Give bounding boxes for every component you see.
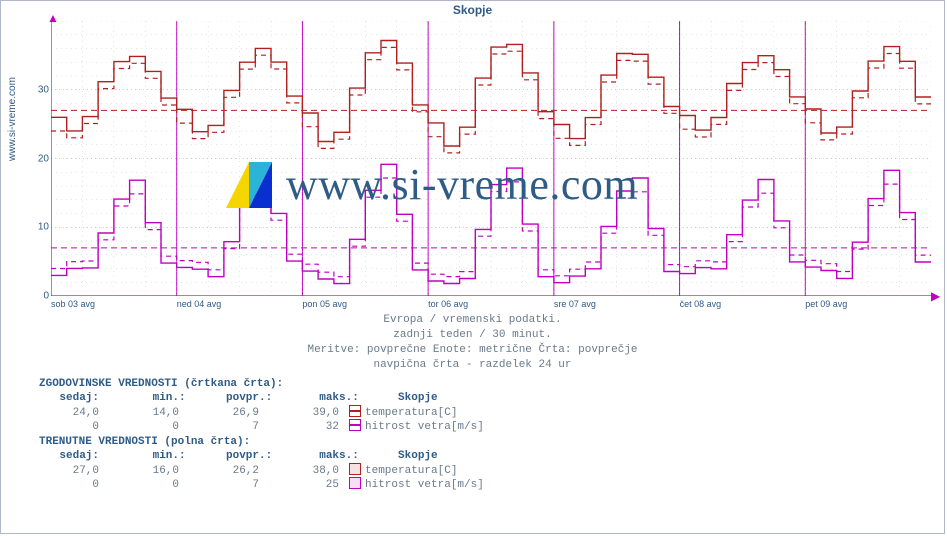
- x-tick-label: čet 08 avg: [680, 299, 722, 309]
- side-site-label: www.si-vreme.com: [7, 77, 18, 161]
- stats-tables: ZGODOVINSKE VREDNOSTI (črtkana črta): se…: [39, 377, 484, 491]
- x-tick-label: sob 03 avg: [51, 299, 95, 309]
- col-now: sedaj:: [39, 449, 99, 463]
- y-tick-label: 0: [43, 291, 49, 302]
- table-row: 00725hitrost vetra[m/s]: [39, 477, 484, 491]
- col-max: maks.:: [279, 449, 359, 463]
- subtitle-line: zadnji teden / 30 minut.: [1, 328, 944, 343]
- y-tick-label: 20: [38, 153, 49, 164]
- y-tick-label: 30: [38, 84, 49, 95]
- plot-area: [51, 21, 931, 296]
- col-min: min.:: [106, 449, 186, 463]
- x-tick-label: ned 04 avg: [177, 299, 222, 309]
- x-tick-label: sre 07 avg: [554, 299, 596, 309]
- subtitle-block: Evropa / vremenski podatki. zadnji teden…: [1, 313, 944, 372]
- chart-title: Skopje: [1, 3, 944, 17]
- table-row: 00732hitrost vetra[m/s]: [39, 419, 484, 433]
- col-max: maks.:: [279, 391, 359, 405]
- table-row: 27,016,026,238,0temperatura[C]: [39, 463, 484, 477]
- col-avg: povpr.:: [192, 391, 272, 405]
- x-axis-arrow-icon: ▶: [931, 289, 940, 303]
- chart-frame: www.si-vreme.com Skopje 0 10 20 30 ▲ ▶ sob …: [0, 0, 945, 534]
- table-header: sedaj: min.: povpr.: maks.: Skopje: [39, 391, 484, 405]
- x-tick-label: pon 05 avg: [302, 299, 347, 309]
- col-location: Skopje: [398, 392, 438, 404]
- y-tick-label: 10: [38, 222, 49, 233]
- cur-title: TRENUTNE VREDNOSTI (polna črta):: [39, 435, 484, 449]
- y-axis-labels: 0102030: [29, 21, 49, 296]
- x-tick-label: tor 06 avg: [428, 299, 468, 309]
- hist-title: ZGODOVINSKE VREDNOSTI (črtkana črta):: [39, 377, 484, 391]
- subtitle-line: Meritve: povprečne Enote: metrične Črta:…: [1, 343, 944, 358]
- y-axis-arrow-icon: ▲: [47, 11, 59, 25]
- col-min: min.:: [106, 391, 186, 405]
- table-header: sedaj: min.: povpr.: maks.: Skopje: [39, 449, 484, 463]
- col-avg: povpr.:: [192, 449, 272, 463]
- subtitle-line: navpična črta - razdelek 24 ur: [1, 358, 944, 373]
- col-now: sedaj:: [39, 391, 99, 405]
- col-location: Skopje: [398, 450, 438, 462]
- table-row: 24,014,026,939,0temperatura[C]: [39, 405, 484, 419]
- x-tick-label: pet 09 avg: [805, 299, 847, 309]
- subtitle-line: Evropa / vremenski podatki.: [1, 313, 944, 328]
